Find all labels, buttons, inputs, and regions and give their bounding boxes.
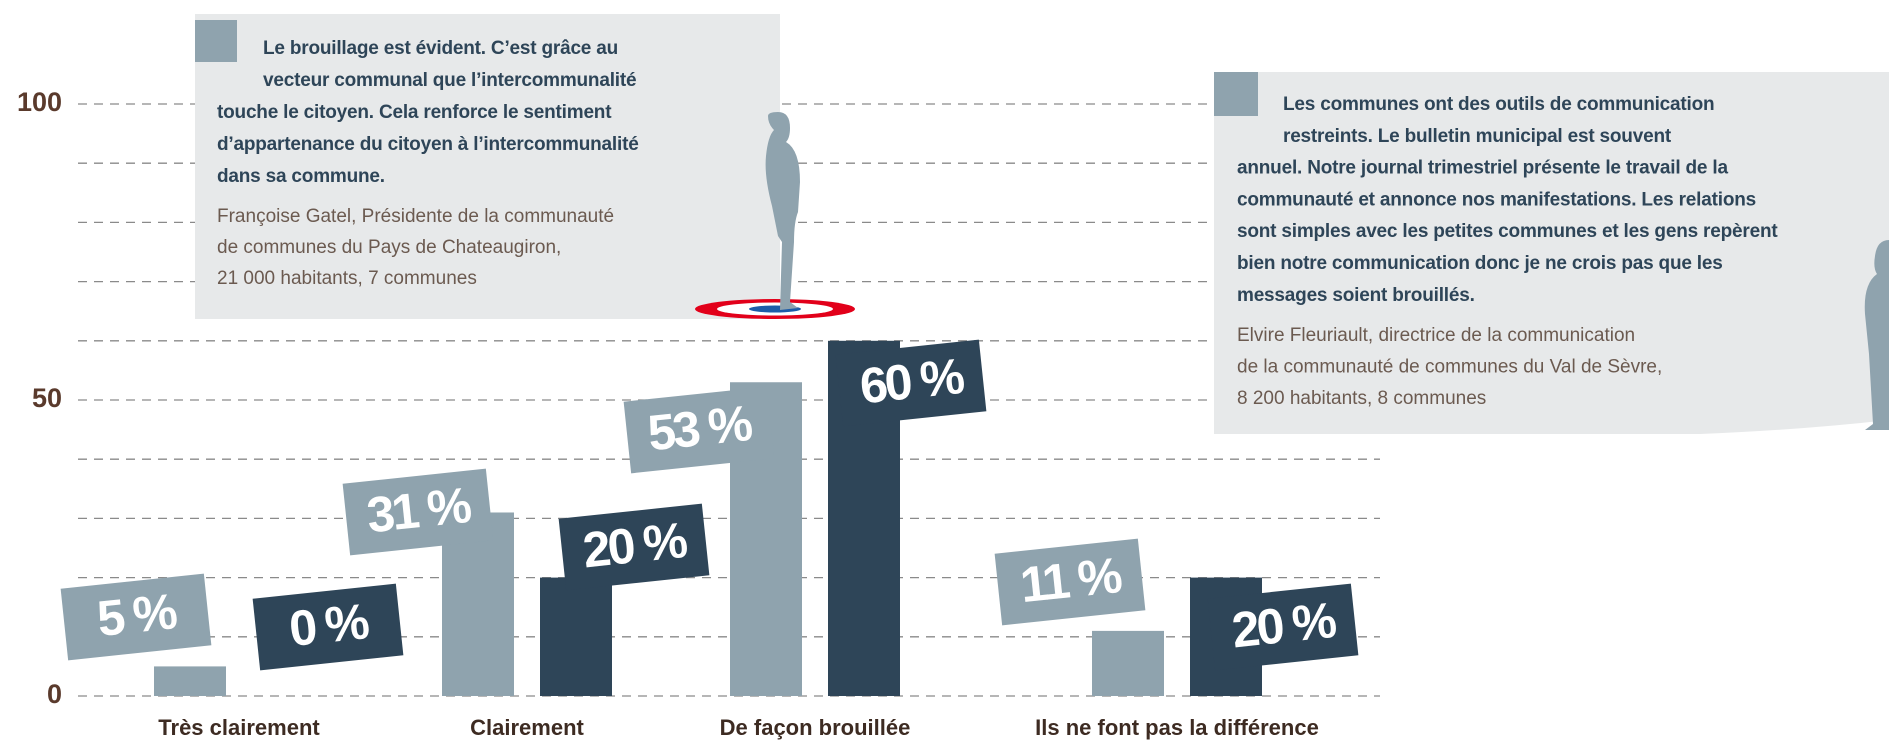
quote-line: messages soient brouillés. — [1237, 285, 1475, 306]
x-tick-label: Clairement — [470, 715, 584, 740]
attribution-line: Françoise Gatel, Présidente de la commun… — [217, 206, 614, 227]
x-tick-label: Ils ne font pas la différence — [1035, 715, 1319, 740]
quote-line: dans sa commune. — [217, 166, 385, 187]
value-label: 60 % — [836, 340, 987, 427]
x-tick-label: Très clairement — [158, 715, 320, 740]
attribution-line: 8 200 habitants, 8 communes — [1237, 388, 1486, 409]
y-tick-label: 0 — [47, 679, 62, 709]
y-tick-label: 50 — [32, 383, 62, 413]
attribution-line: de communes du Pays de Chateaugiron, — [217, 237, 561, 258]
quote-line: vecteur communal que l’intercommunalité — [263, 70, 636, 91]
quote-line: bien notre communication donc je ne croi… — [1237, 253, 1723, 274]
quote-line: restreints. Le bulletin municipal est so… — [1283, 126, 1672, 147]
value-label-text: 60 % — [857, 348, 967, 415]
quote-line: communauté et annonce nos manifestations… — [1237, 189, 1756, 210]
value-label-text: 5 % — [95, 583, 180, 647]
value-label-text: 31 % — [364, 477, 474, 544]
quote-line: annuel. Notre journal trimestriel présen… — [1237, 158, 1728, 179]
value-label: 11 % — [995, 539, 1146, 626]
value-label: 20 % — [559, 504, 710, 591]
quote-line: touche le citoyen. Cela renforce le sent… — [217, 102, 612, 123]
value-label: 5 % — [61, 574, 212, 661]
value-label: 53 % — [624, 387, 775, 474]
value-label: 31 % — [343, 469, 494, 556]
y-tick-label: 100 — [17, 87, 62, 117]
quote-line: sont simples avec les petites communes e… — [1237, 221, 1778, 242]
callout-square — [1214, 72, 1258, 116]
value-label-text: 20 % — [1229, 592, 1339, 659]
attribution-line: 21 000 habitants, 7 communes — [217, 268, 477, 289]
bar — [154, 666, 226, 696]
value-label-text: 53 % — [645, 395, 755, 462]
bar — [540, 578, 612, 696]
attribution-line: de la communauté de communes du Val de S… — [1237, 357, 1662, 378]
quote-line: d’appartenance du citoyen à l’intercommu… — [217, 134, 639, 155]
value-label: 20 % — [1208, 584, 1359, 671]
bar — [1092, 631, 1164, 696]
value-labels: 5 % 31 % 53 % 11 % 0 % 20 % 60 % 20 % — [61, 340, 1359, 671]
value-label-text: 0 % — [287, 593, 372, 657]
value-label: 0 % — [253, 584, 404, 671]
quote-line: Les communes ont des outils de communica… — [1283, 94, 1714, 115]
quote-line: Le brouillage est évident. C’est grâce a… — [263, 38, 618, 59]
value-label-text: 20 % — [580, 512, 690, 579]
attribution-line: Elvire Fleuriault, directrice de la comm… — [1237, 325, 1635, 346]
chart: 0 50 100 Très clairement Clairement De façon… — [0, 0, 1889, 742]
x-tick-label: De façon brouillée — [720, 715, 911, 740]
value-label-text: 11 % — [1018, 547, 1125, 613]
callout-square — [195, 20, 237, 62]
